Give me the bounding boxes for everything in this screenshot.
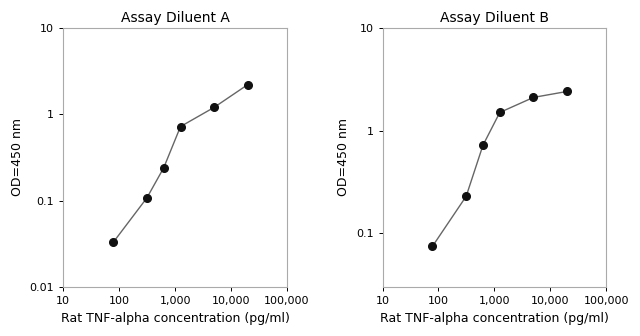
Y-axis label: OD=450 nm: OD=450 nm — [11, 119, 24, 197]
Y-axis label: OD=450 nm: OD=450 nm — [337, 119, 350, 197]
Title: Assay Diluent A: Assay Diluent A — [121, 11, 230, 25]
X-axis label: Rat TNF-alpha concentration (pg/ml): Rat TNF-alpha concentration (pg/ml) — [380, 312, 609, 325]
Title: Assay Diluent B: Assay Diluent B — [440, 11, 549, 25]
X-axis label: Rat TNF-alpha concentration (pg/ml): Rat TNF-alpha concentration (pg/ml) — [61, 312, 289, 325]
